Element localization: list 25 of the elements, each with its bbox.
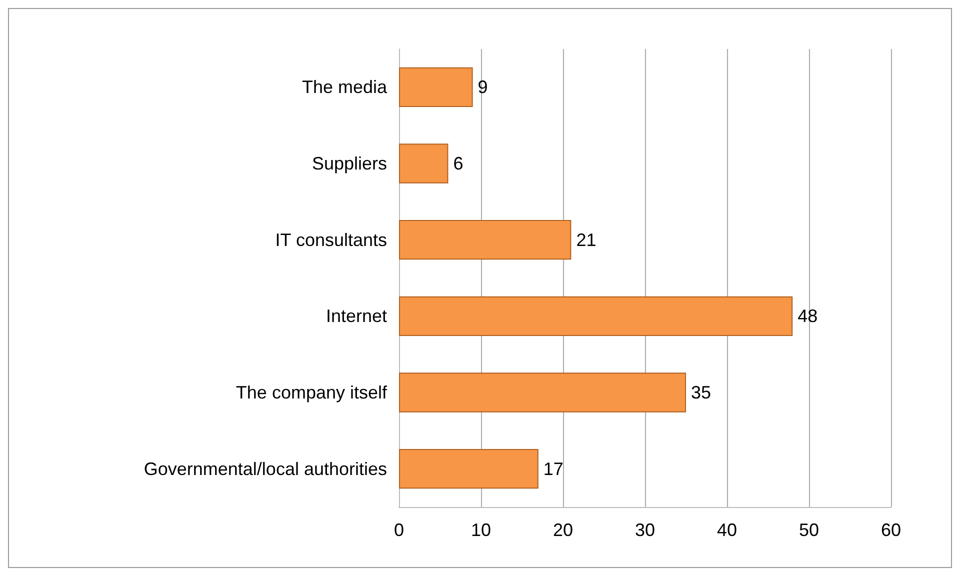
data-label: 6 <box>453 154 464 174</box>
data-label: 21 <box>576 230 596 250</box>
data-label: 48 <box>798 306 818 326</box>
y-tick-label: Internet <box>326 306 387 326</box>
y-tick-label: Governmental/local authorities <box>144 458 387 479</box>
bar <box>399 144 448 184</box>
x-tick-label: 60 <box>880 520 902 540</box>
y-tick-label: The media <box>302 77 388 98</box>
x-tick-label: 0 <box>394 520 404 540</box>
x-tick-label: 40 <box>716 520 738 540</box>
x-tick-label: 50 <box>798 520 820 540</box>
x-tick-label: 30 <box>634 520 656 540</box>
y-tick-label: IT consultants <box>275 230 387 250</box>
y-tick-label: The company itself <box>236 382 388 402</box>
data-label: 35 <box>691 382 712 402</box>
data-label: 9 <box>478 77 488 98</box>
x-tick-label: 10 <box>470 520 492 540</box>
data-label: 17 <box>543 458 564 479</box>
x-tick-label: 20 <box>552 520 574 540</box>
bar <box>399 67 473 108</box>
bar <box>399 220 572 260</box>
bar <box>399 372 686 412</box>
bar <box>399 296 793 336</box>
y-tick-label: Suppliers <box>312 154 387 174</box>
bar <box>399 448 538 489</box>
